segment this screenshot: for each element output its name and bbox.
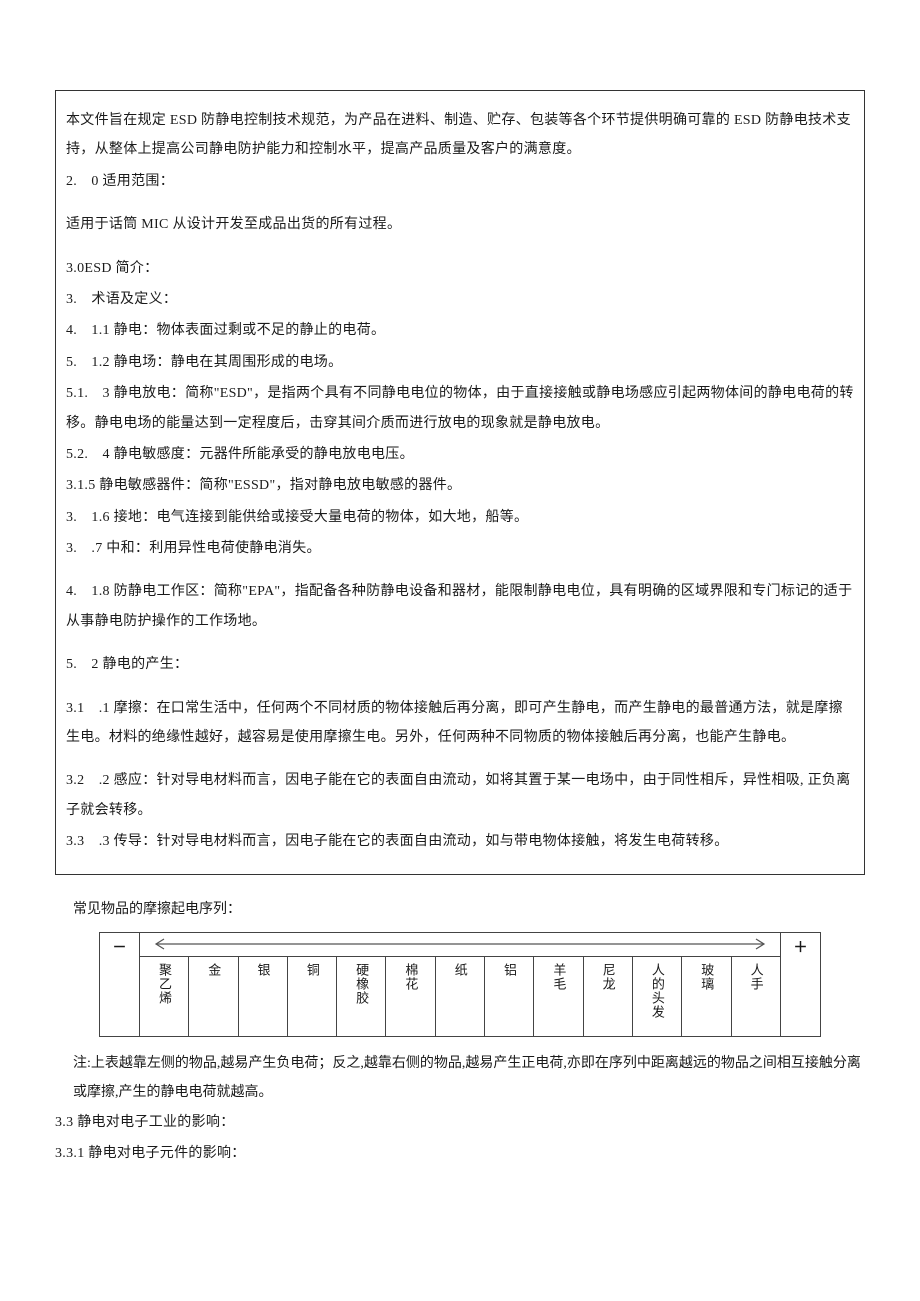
heading-terms: 3. 术语及定义：	[66, 285, 854, 314]
heading-scope: 2. 0 适用范围：	[66, 167, 854, 196]
term-neutralize: 3. .7 中和：利用异性电荷使静电消失。	[66, 534, 854, 563]
material-cell: 铜	[287, 956, 336, 1036]
gen-induction: 3.2 .2 感应：针对导电材料而言，因电子能在它的表面自由流动，如将其置于某一…	[66, 766, 854, 825]
double-arrow-icon	[146, 937, 774, 951]
material-label: 尼龙	[600, 961, 616, 993]
material-cell: 人的头发	[632, 956, 681, 1036]
material-cell: 硬橡胶	[337, 956, 386, 1036]
table-note: 注:上表越靠左侧的物品,越易产生负电荷；反之,越靠右侧的物品,越易产生正电荷,亦…	[73, 1049, 865, 1108]
heading-impact: 3.3 静电对电子工业的影响：	[55, 1108, 865, 1137]
material-label: 铝	[501, 961, 517, 979]
materials-row: 聚乙烯 金 银 铜 硬橡胶 棉花 纸 铝 羊毛 尼龙 人的头发 玻璃 人手	[100, 956, 821, 1036]
after-frame-section: 常见物品的摩擦起电序列： － ＋ 聚乙烯 金 银 铜 硬橡胶 棉花 纸 铝 羊毛…	[55, 895, 865, 1169]
material-cell: 玻璃	[682, 956, 731, 1036]
term-static: 4. 1.1 静电：物体表面过剩或不足的静止的电荷。	[66, 316, 854, 345]
material-label: 银	[255, 961, 271, 979]
term-essd: 3.1.5 静电敏感器件：简称"ESSD"，指对静电放电敏感的器件。	[66, 471, 854, 500]
material-cell: 人手	[731, 956, 780, 1036]
material-label: 玻璃	[699, 961, 715, 993]
term-esd: 5.1. 3 静电放电：简称"ESD"，是指两个具有不同静电电位的物体，由于直接…	[66, 379, 854, 438]
material-cell: 铝	[485, 956, 534, 1036]
term-sensitivity: 5.2. 4 静电敏感度：元器件所能承受的静电放电电压。	[66, 440, 854, 469]
content-frame: 本文件旨在规定 ESD 防静电控制技术规范，为产品在进料、制造、贮存、包装等各个…	[55, 90, 865, 875]
term-ground: 3. 1.6 接地：电气连接到能供给或接受大量电荷的物体，如大地，船等。	[66, 503, 854, 532]
material-label: 人的头发	[649, 961, 665, 1021]
arrow-cell	[140, 932, 781, 956]
term-epa: 4. 1.8 防静电工作区：简称"EPA"，指配备各种防静电设备和器材，能限制静…	[66, 577, 854, 636]
material-cell: 棉花	[386, 956, 435, 1036]
material-cell: 聚乙烯	[140, 956, 189, 1036]
material-cell: 羊毛	[534, 956, 583, 1036]
heading-impact-components: 3.3.1 静电对电子元件的影响：	[55, 1139, 865, 1168]
material-cell: 纸	[435, 956, 484, 1036]
material-cell: 金	[189, 956, 238, 1036]
material-label: 人手	[748, 961, 764, 993]
material-label: 铜	[304, 961, 320, 979]
material-label: 纸	[452, 961, 468, 979]
arrow-row: － ＋	[100, 932, 821, 956]
material-label: 硬橡胶	[354, 961, 370, 1007]
material-label: 羊毛	[551, 961, 567, 993]
triboelectric-table: － ＋ 聚乙烯 金 银 铜 硬橡胶 棉花 纸 铝 羊毛 尼龙 人的头发 玻璃 人…	[99, 932, 821, 1037]
material-label: 棉花	[403, 961, 419, 993]
gen-conduction: 3.3 .3 传导：针对导电材料而言，因电子能在它的表面自由流动，如与带电物体接…	[66, 827, 854, 856]
heading-esd-intro: 3.0ESD 简介：	[66, 254, 854, 283]
term-field: 5. 1.2 静电场：静电在其周围形成的电场。	[66, 348, 854, 377]
material-label: 金	[206, 961, 222, 979]
material-cell: 银	[238, 956, 287, 1036]
triboelectric-title: 常见物品的摩擦起电序列：	[73, 895, 865, 924]
para-purpose: 本文件旨在规定 ESD 防静电控制技术规范，为产品在进料、制造、贮存、包装等各个…	[66, 106, 854, 165]
para-scope: 适用于话筒 MIC 从设计开发至成品出货的所有过程。	[66, 210, 854, 239]
plus-sign: ＋	[781, 932, 821, 1036]
material-label: 聚乙烯	[156, 961, 172, 1007]
gen-friction: 3.1 .1 摩擦：在口常生活中，任何两个不同材质的物体接触后再分离，即可产生静…	[66, 694, 854, 753]
material-cell: 尼龙	[583, 956, 632, 1036]
heading-static-gen: 5. 2 静电的产生：	[66, 650, 854, 679]
minus-sign: －	[100, 932, 140, 1036]
